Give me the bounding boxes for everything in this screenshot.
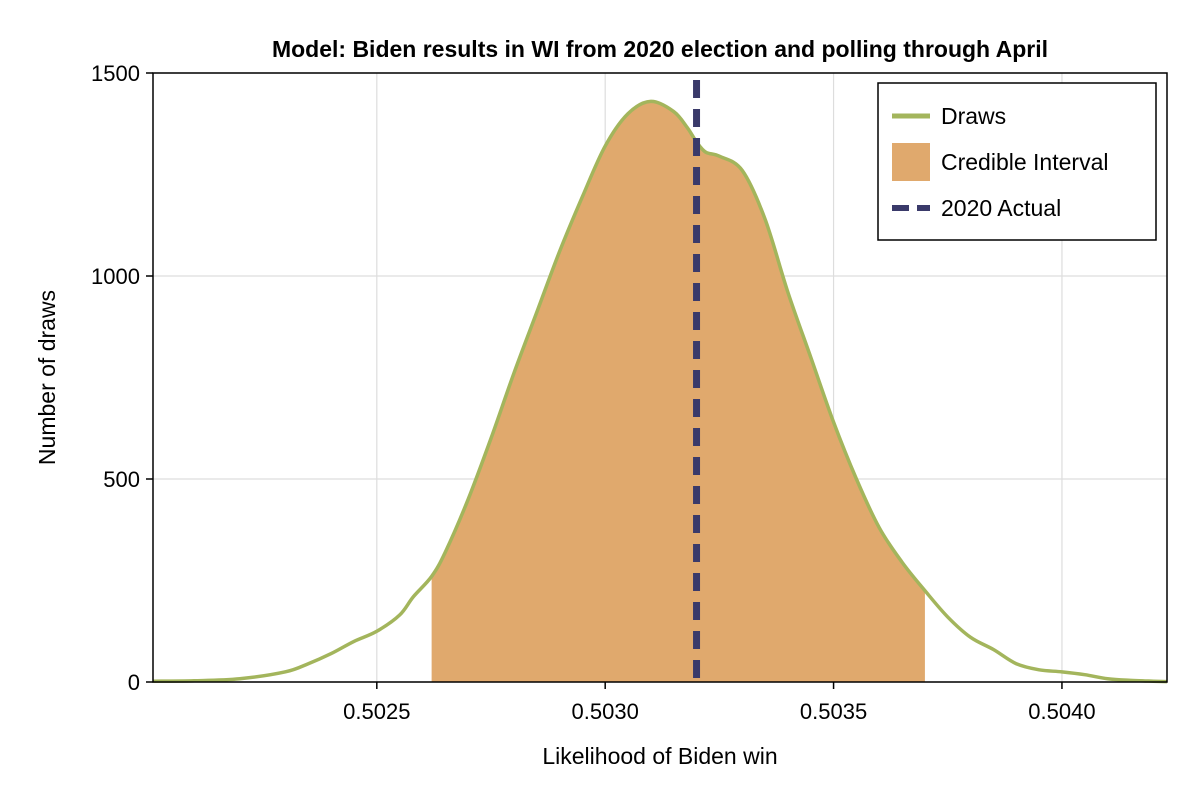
y-axis-label: Number of draws [34, 290, 60, 465]
legend-label: 2020 Actual [941, 195, 1061, 221]
chart-title: Model: Biden results in WI from 2020 ele… [272, 36, 1048, 62]
y-tick-label: 1500 [91, 61, 140, 86]
credible-interval-area [431, 101, 925, 682]
y-tick-label: 500 [103, 467, 140, 492]
fill-layer [431, 101, 925, 682]
y-tick-label: 1000 [91, 264, 140, 289]
legend-label: Draws [941, 103, 1006, 129]
line-layer [152, 99, 1168, 684]
x-tick-label: 0.5035 [800, 699, 867, 724]
x-axis-label: Likelihood of Biden win [542, 743, 777, 769]
x-tick-label: 0.5030 [572, 699, 639, 724]
plot-frame [152, 72, 1168, 683]
draws-line [152, 99, 1168, 684]
x-tick-label: 0.5040 [1028, 699, 1095, 724]
y-tick-label: 0 [128, 670, 140, 695]
legend-label: Credible Interval [941, 149, 1108, 175]
tick-layer: 0.5025 0.5030 0.5035 0.5040 0 500 1000 1500 [91, 61, 1096, 724]
legend: Draws Credible Interval 2020 Actual [877, 82, 1157, 241]
x-tick-label: 0.5025 [343, 699, 410, 724]
legend-credible-interval-swatch [892, 143, 930, 181]
